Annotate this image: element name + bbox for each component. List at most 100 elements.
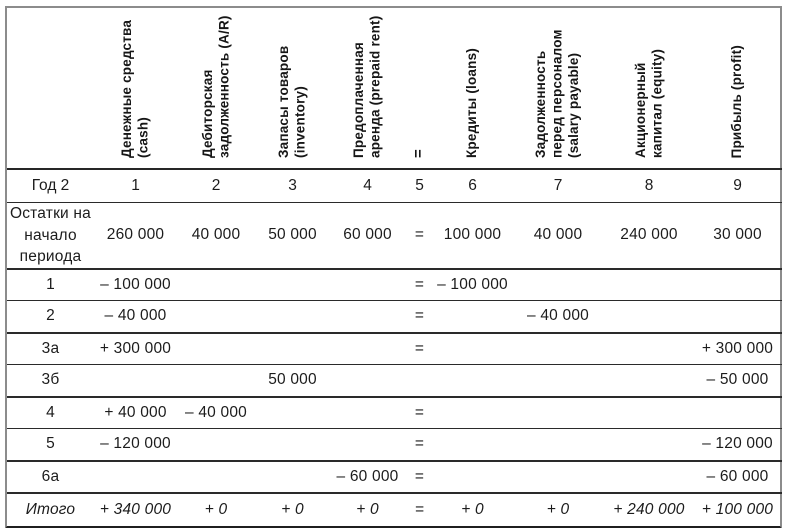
column-header-text: Запасы товаров (inventory): [276, 45, 308, 158]
value-cell: [605, 461, 693, 493]
row-label: 5: [46, 435, 55, 453]
value-cell: [434, 397, 511, 429]
value-cell: [605, 333, 693, 365]
value-cell: + 300 000: [701, 339, 774, 357]
year-label: Год 2: [31, 177, 70, 194]
equals-cell: =: [414, 435, 425, 453]
column-header-9: Прибыль (profit): [693, 8, 782, 169]
value-cell: [177, 429, 255, 461]
column-number-5: 5: [415, 177, 424, 194]
value-cell: [94, 461, 177, 493]
value-cell: [255, 301, 330, 333]
transaction-row: 2 – 40 000 = – 40 000: [7, 301, 782, 333]
row-label: 2: [46, 307, 55, 325]
value-cell: 40 000: [533, 226, 583, 244]
value-cell: – 40 000: [527, 307, 589, 325]
column-header-text: Денежные средства (cash): [119, 19, 151, 158]
transaction-row: 5 – 120 000 = – 120 000: [7, 429, 782, 461]
balance-equation-table: Денежные средства (cash) Дебиторская задо…: [7, 8, 782, 526]
transaction-row: 1 – 100 000 = – 100 000: [7, 269, 782, 301]
value-cell: 30 000: [713, 226, 762, 244]
value-cell: [177, 365, 255, 397]
value-cell: [434, 365, 511, 397]
value-cell: [693, 269, 782, 301]
value-cell: [434, 301, 511, 333]
value-cell: + 340 000: [99, 500, 172, 518]
value-cell: – 40 000: [104, 307, 167, 325]
value-cell: – 120 000: [702, 435, 773, 453]
column-header-2: Дебиторская задолженность (A/R): [177, 8, 255, 169]
value-cell: [511, 429, 605, 461]
value-cell: – 40 000: [185, 403, 247, 421]
column-header-3: Запасы товаров (inventory): [255, 8, 330, 169]
balance-table-frame: Денежные средства (cash) Дебиторская задо…: [5, 6, 782, 528]
value-cell: [255, 333, 330, 365]
equals-cell: =: [414, 500, 425, 518]
value-cell: 100 000: [443, 226, 502, 244]
value-cell: [330, 333, 405, 365]
column-header-text: Прибыль (profit): [729, 44, 745, 158]
column-header-text: Дебиторская задолженность (A/R): [199, 15, 231, 158]
value-cell: + 0: [546, 500, 570, 518]
value-cell: [177, 301, 255, 333]
value-cell: 50 000: [268, 226, 317, 244]
row-label: 3а: [41, 339, 60, 357]
equals-cell: =: [414, 467, 425, 485]
equals-cell: =: [414, 275, 425, 293]
value-cell: [434, 461, 511, 493]
value-cell: [177, 461, 255, 493]
column-header-8: Акционерный капитал (equity): [605, 8, 693, 169]
value-cell: [434, 333, 511, 365]
equals-cell: =: [414, 339, 425, 357]
column-number-1: 1: [131, 177, 140, 194]
totals-row: Итого + 340 000 + 0 + 0 + 0 = + 0 + 0 + 240 000 +…: [7, 493, 782, 526]
transaction-row: 6а – 60 000 = – 60 000: [7, 461, 782, 493]
value-cell: [605, 269, 693, 301]
value-cell: + 0: [281, 500, 304, 518]
value-cell: [605, 397, 693, 429]
column-header-4: Предоплаченная аренда (prepaid rent): [330, 8, 405, 169]
column-header-text: Предоплаченная аренда (prepaid rent): [351, 15, 383, 158]
value-cell: [330, 365, 405, 397]
value-cell: [255, 397, 330, 429]
column-header-text: Кредиты (loans): [464, 47, 480, 158]
column-number-9: 9: [733, 177, 742, 194]
value-cell: [94, 365, 177, 397]
column-header-text: Задолженность перед персоналом (salary p…: [533, 29, 582, 158]
column-header-1: Денежные средства (cash): [94, 8, 177, 169]
row-label: Остатки на начало периода: [9, 205, 92, 265]
opening-balances-row: Остатки на начало периода 260 000 40 000 50…: [7, 203, 782, 269]
row-label: 4: [46, 403, 55, 421]
table-body: Остатки на начало периода 260 000 40 000 50…: [7, 203, 782, 526]
row-label: Итого: [25, 500, 76, 518]
value-cell: [511, 365, 605, 397]
value-cell: [511, 397, 605, 429]
value-cell: [693, 397, 782, 429]
value-cell: – 100 000: [100, 275, 171, 293]
value-cell: [255, 429, 330, 461]
value-cell: 40 000: [191, 226, 241, 244]
value-cell: 260 000: [106, 226, 165, 244]
value-cell: [330, 301, 405, 333]
value-cell: [511, 269, 605, 301]
column-number-6: 6: [468, 177, 477, 194]
value-cell: [605, 301, 693, 333]
value-cell: 60 000: [343, 226, 392, 244]
transaction-row: 3б 50 000 – 50 000: [7, 365, 782, 397]
value-cell: [330, 397, 405, 429]
value-cell: [605, 365, 693, 397]
value-cell: [177, 333, 255, 365]
equals-cell: =: [414, 226, 425, 244]
column-header-5: =: [405, 8, 434, 169]
value-cell: [330, 269, 405, 301]
header-empty-corner: [7, 8, 94, 169]
value-cell: – 120 000: [100, 435, 171, 453]
value-cell: [605, 429, 693, 461]
column-numbers-row: Год 2 1 2 3 4 5 6 7 8 9: [7, 169, 782, 203]
value-cell: 240 000: [620, 226, 678, 244]
value-cell: + 240 000: [613, 500, 685, 518]
value-cell: [434, 429, 511, 461]
column-number-8: 8: [644, 177, 654, 194]
column-headers-row: Денежные средства (cash) Дебиторская задо…: [7, 8, 782, 169]
column-number-7: 7: [553, 177, 563, 194]
